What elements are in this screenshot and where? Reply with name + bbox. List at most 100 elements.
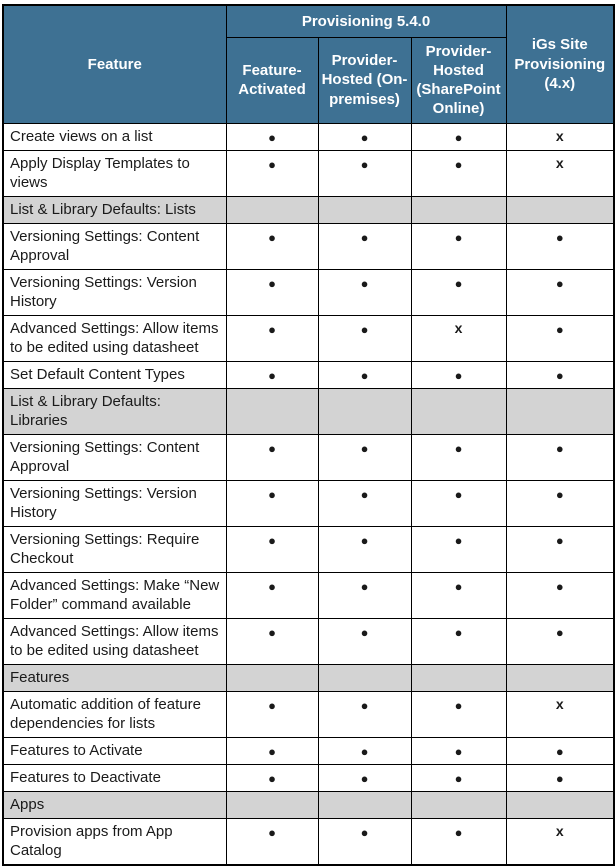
supported-mark: ● <box>225 817 319 865</box>
feature-row: Automatic addition of feature dependenci… <box>2 690 615 738</box>
section-row: List & Library Defaults: Libraries <box>2 387 615 435</box>
supported-mark: ● <box>317 149 412 197</box>
supported-mark: ● <box>225 122 319 151</box>
supported-mark: ● <box>317 690 412 738</box>
feature-matrix: Feature Provisioning 5.4.0 iGs Site Prov… <box>2 4 615 866</box>
column-header-provider-hosted-onpremises: Provider-Hosted (On-premises) <box>317 36 412 124</box>
section-label: List & Library Defaults: Libraries <box>2 387 227 435</box>
section-empty-cell <box>225 790 319 819</box>
supported-mark: ● <box>410 617 507 665</box>
feature-row: Set Default Content Types ● ● ● ● <box>2 360 615 389</box>
section-empty-cell <box>410 790 507 819</box>
table-header: Feature Provisioning 5.4.0 iGs Site Prov… <box>2 4 615 124</box>
supported-mark: ● <box>505 617 615 665</box>
supported-mark: ● <box>505 479 615 527</box>
feature-row: Versioning Settings: Content Approval ● ● ●… <box>2 433 615 481</box>
supported-mark: ● <box>225 479 319 527</box>
supported-mark: ● <box>317 433 412 481</box>
header-row-subcolumns: Feature-Activated Provider-Hosted (On-pr… <box>3 36 614 124</box>
section-empty-cell <box>225 663 319 692</box>
header-row-group: Feature Provisioning 5.4.0 iGs Site Prov… <box>2 4 615 124</box>
supported-mark: ● <box>225 571 319 619</box>
feature-row: Provision apps from App Catalog ● ● ● x <box>2 817 615 865</box>
section-empty-cell <box>317 387 412 435</box>
supported-mark: ● <box>225 433 319 481</box>
supported-mark: ● <box>317 817 412 865</box>
supported-mark: ● <box>410 122 507 151</box>
supported-mark: ● <box>410 571 507 619</box>
supported-mark: ● <box>225 149 319 197</box>
feature-name-cell: Advanced Settings: Make “New Folder” com… <box>2 571 227 619</box>
section-row: Features <box>2 663 615 692</box>
unsupported-mark: x <box>410 314 507 362</box>
supported-mark: ● <box>317 122 412 151</box>
supported-mark: ● <box>505 736 615 765</box>
supported-mark: ● <box>225 617 319 665</box>
section-empty-cell <box>225 195 319 224</box>
section-empty-cell <box>317 663 412 692</box>
feature-name-cell: Set Default Content Types <box>2 360 227 389</box>
supported-mark: ● <box>505 360 615 389</box>
supported-mark: ● <box>410 433 507 481</box>
supported-mark: ● <box>410 763 507 792</box>
supported-mark: ● <box>410 222 507 270</box>
feature-name-cell: Features to Deactivate <box>2 763 227 792</box>
supported-mark: ● <box>317 360 412 389</box>
section-label: Apps <box>2 790 227 819</box>
supported-mark: ● <box>410 736 507 765</box>
supported-mark: ● <box>505 314 615 362</box>
feature-row: Versioning Settings: Require Checkout ● ● ●… <box>2 525 615 573</box>
unsupported-mark: x <box>505 149 615 197</box>
supported-mark: ● <box>505 222 615 270</box>
supported-mark: ● <box>317 571 412 619</box>
supported-mark: ● <box>225 690 319 738</box>
supported-mark: ● <box>225 360 319 389</box>
supported-mark: ● <box>317 479 412 527</box>
supported-mark: ● <box>317 314 412 362</box>
supported-mark: ● <box>225 314 319 362</box>
supported-mark: ● <box>225 268 319 316</box>
supported-mark: ● <box>505 433 615 481</box>
supported-mark: ● <box>410 360 507 389</box>
supported-mark: ● <box>317 525 412 573</box>
supported-mark: ● <box>317 268 412 316</box>
supported-mark: ● <box>225 525 319 573</box>
column-header-igs-site-provisioning: iGs Site Provisioning (4.x) <box>505 4 615 124</box>
feature-name-cell: Versioning Settings: Content Approval <box>2 433 227 481</box>
column-header-feature-activated: Feature-Activated <box>225 36 319 124</box>
supported-mark: ● <box>225 736 319 765</box>
section-empty-cell <box>505 387 615 435</box>
supported-mark: ● <box>317 763 412 792</box>
section-empty-cell <box>505 663 615 692</box>
table-body: Create views on a list ● ● ● x Apply Display … <box>2 122 615 865</box>
feature-name-cell: Automatic addition of feature dependenci… <box>2 690 227 738</box>
supported-mark: ● <box>410 268 507 316</box>
supported-mark: ● <box>505 525 615 573</box>
section-row: List & Library Defaults: Lists <box>2 195 615 224</box>
supported-mark: ● <box>410 479 507 527</box>
supported-mark: ● <box>410 525 507 573</box>
supported-mark: ● <box>410 690 507 738</box>
feature-row: Advanced Settings: Make “New Folder” com… <box>2 571 615 619</box>
section-empty-cell <box>410 195 507 224</box>
section-empty-cell <box>317 195 412 224</box>
supported-mark: ● <box>410 817 507 865</box>
section-row: Apps <box>2 790 615 819</box>
feature-row: Versioning Settings: Version History ● ● ● ● <box>2 479 615 527</box>
supported-mark: ● <box>317 617 412 665</box>
column-group-provisioning: Provisioning 5.4.0 <box>225 4 507 38</box>
unsupported-mark: x <box>505 817 615 865</box>
feature-name-cell: Versioning Settings: Content Approval <box>2 222 227 270</box>
section-empty-cell <box>410 387 507 435</box>
section-empty-cell <box>505 790 615 819</box>
section-label: Features <box>2 663 227 692</box>
feature-row: Create views on a list ● ● ● x <box>2 122 615 151</box>
feature-row: Advanced Settings: Allow items to be edi… <box>2 617 615 665</box>
feature-name-cell: Apply Display Templates to views <box>2 149 227 197</box>
supported-mark: ● <box>505 571 615 619</box>
section-label: List & Library Defaults: Lists <box>2 195 227 224</box>
feature-row: Versioning Settings: Version History ● ● ● ● <box>2 268 615 316</box>
supported-mark: ● <box>410 149 507 197</box>
unsupported-mark: x <box>505 122 615 151</box>
feature-row: Apply Display Templates to views ● ● ● x <box>2 149 615 197</box>
